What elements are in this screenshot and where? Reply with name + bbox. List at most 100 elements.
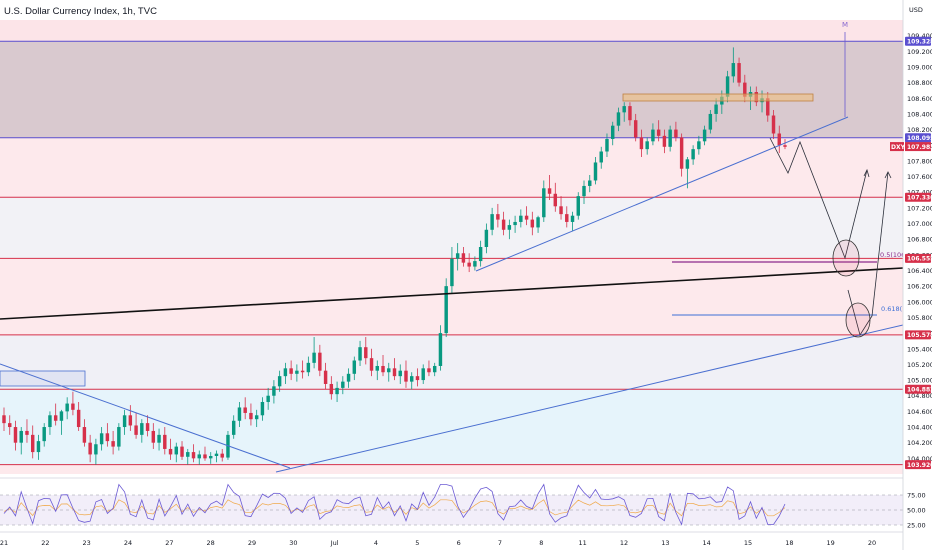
candle-body [398, 370, 402, 377]
y-tick-label: 108.600 [907, 95, 932, 103]
x-tick-label: 28 [207, 539, 215, 547]
zone-gray [0, 197, 903, 259]
price-tag-label: 107.336 [907, 194, 932, 201]
x-tick-label: 24 [124, 539, 132, 547]
rsi-signal-line [3, 499, 786, 517]
candle-body [300, 370, 305, 373]
y-tick-label: 106.400 [907, 267, 932, 275]
candle-body [628, 106, 632, 121]
rsi-tick-label: 25.00 [907, 522, 926, 530]
zone-gray-2 [0, 334, 903, 390]
last-price-label: 107.983 [907, 144, 932, 151]
candle-body [766, 98, 770, 116]
x-tick-label: 14 [703, 539, 711, 547]
y-tick-label: 104.000 [907, 455, 932, 463]
x-tick-label: 20 [868, 539, 876, 547]
candle-body [329, 383, 334, 395]
x-tick-label: 13 [661, 539, 669, 547]
x-tick-label: 27 [165, 539, 173, 547]
candle-body [421, 368, 425, 381]
candle-body [180, 446, 184, 457]
y-tick-label: 105.800 [907, 314, 932, 322]
candle-body [48, 415, 52, 428]
candle-body [662, 135, 667, 147]
candle-body [656, 129, 661, 136]
candle-body [731, 63, 736, 77]
y-tick-label: 108.800 [907, 79, 932, 87]
falling-trendline [0, 363, 291, 469]
time-axis: 21 22 23 24 27 28 29 30 Jul 4 5 6 7 8 11 12 13 14 15 18 19 20 [0, 539, 876, 547]
chart-title: U.S. Dollar Currency Index, 1h, TVC [4, 6, 157, 17]
rsi-tick-label: 50.00 [907, 507, 926, 515]
lower-trendline [275, 324, 904, 473]
rsi-panel [0, 477, 932, 533]
price-tag-label: 106.555 [907, 256, 932, 263]
candle-body [392, 368, 397, 377]
y-tick-label: 106.200 [907, 283, 932, 291]
candle-body [616, 112, 621, 126]
rising-trendline [475, 116, 849, 272]
price-tag [905, 36, 931, 46]
candle-body [610, 125, 615, 139]
y-tick-label: 105.400 [907, 345, 932, 353]
candle-body [341, 381, 345, 388]
candle-body [289, 368, 293, 374]
rsi-line [3, 483, 786, 526]
candle-body [243, 407, 247, 413]
candle-body [323, 370, 328, 384]
candle-body [19, 430, 23, 443]
arrow-head-2 [884, 171, 892, 179]
candle-body [674, 129, 678, 138]
candle-body [633, 120, 638, 138]
candle-body [444, 286, 448, 334]
candle-body [65, 403, 69, 412]
candle-body [708, 113, 713, 130]
candle-body [82, 427, 87, 443]
candle-body [88, 442, 92, 455]
candle-body [168, 448, 173, 455]
chart-title-text: U.S. Dollar Currency Index, 1h, TVC [4, 6, 157, 17]
candle-body [582, 185, 586, 197]
y-tick-label: 104.600 [907, 408, 932, 416]
candle-body [410, 376, 414, 382]
candle-body [490, 214, 494, 230]
candle-body [387, 368, 391, 373]
price-tag [905, 460, 931, 470]
candle-body [645, 141, 649, 150]
zone-bottom [0, 464, 903, 474]
candle-body [306, 362, 311, 373]
y-tick-label: 107.200 [907, 204, 932, 212]
candle-body [369, 358, 374, 371]
candle-body [467, 262, 471, 267]
price-tag-label: 109.328 [907, 38, 932, 45]
projection-path-1 [769, 137, 868, 260]
candle-body [542, 188, 546, 218]
x-tick-label: 30 [289, 539, 297, 547]
rsi-tick-label: 75.00 [907, 492, 926, 500]
zone-backgrounds [0, 20, 903, 474]
candle-body [679, 137, 684, 169]
candle-body [622, 106, 626, 113]
y-tick-label: 104.400 [907, 424, 932, 432]
y-tick-label: 106.000 [907, 298, 932, 306]
candle-body [186, 452, 190, 457]
candle-body [530, 219, 535, 228]
candle-body [59, 411, 64, 421]
candle-body [639, 137, 644, 150]
x-tick-label: Jul [330, 539, 339, 547]
candle-body [197, 454, 201, 459]
candle-body [588, 180, 592, 186]
target-circle-2 [845, 302, 871, 338]
price-tag-label: 105.578 [907, 332, 932, 339]
candle-body [438, 333, 443, 366]
x-tick-label: 7 [498, 539, 502, 547]
price-tag [905, 253, 931, 263]
candle-body [163, 434, 167, 449]
y-tick-label: 108.200 [907, 126, 932, 134]
candle-body [519, 215, 523, 222]
candle-body [432, 365, 437, 373]
candle-body [122, 415, 127, 428]
candle-body [605, 138, 609, 152]
price-axis: USD 109.400 109.200 109.000 108.800 108.600 10… [890, 0, 932, 550]
